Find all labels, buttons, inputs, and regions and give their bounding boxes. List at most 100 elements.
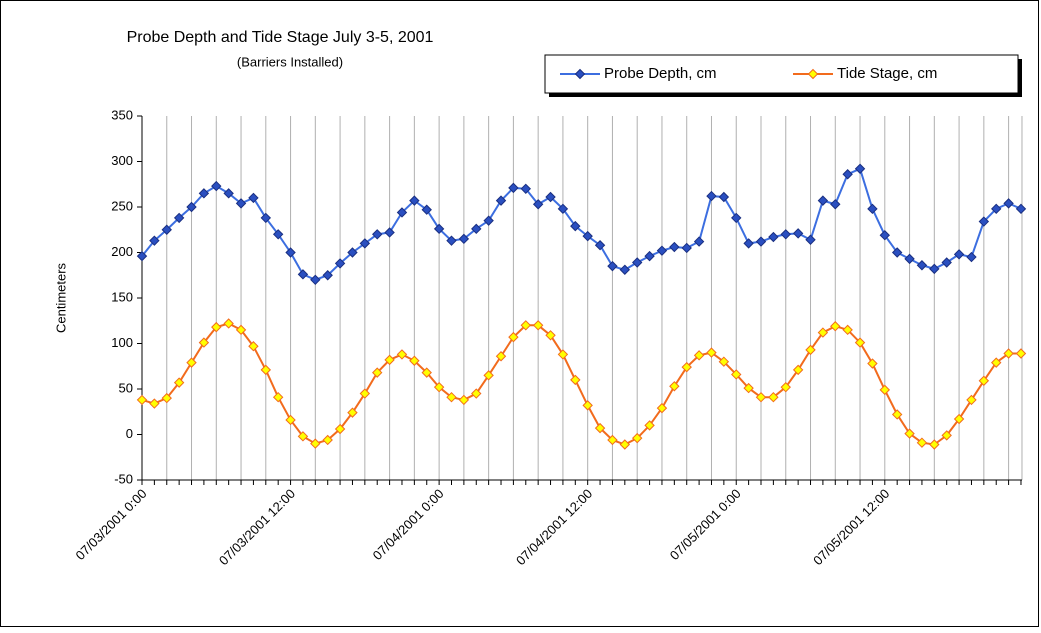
data-point [483, 370, 494, 381]
data-point [211, 180, 222, 192]
data-point [842, 169, 853, 180]
data-point [693, 236, 705, 247]
data-point [1003, 198, 1014, 209]
data-point [619, 439, 631, 450]
data-point [830, 321, 841, 332]
data-point [223, 188, 234, 199]
data-point [594, 240, 606, 251]
data-point [211, 321, 222, 333]
legend-label: Tide Stage, cm [837, 65, 937, 82]
legend-label: Probe Depth, cm [604, 65, 717, 82]
data-point [359, 238, 371, 249]
data-point [334, 258, 346, 269]
legend-box [544, 54, 1019, 94]
data-point [545, 330, 556, 341]
data-point [458, 233, 470, 245]
data-point [929, 263, 940, 275]
data-point [669, 241, 680, 253]
data-point [966, 251, 977, 263]
data-point [854, 163, 866, 174]
data-point [384, 354, 395, 366]
data-point [532, 320, 544, 331]
data-point [235, 198, 247, 209]
data-point [953, 249, 965, 260]
data-point [607, 434, 618, 446]
data-point [136, 250, 148, 262]
data-point [780, 229, 791, 240]
data-point [186, 357, 197, 368]
y-tick-label: 350 [111, 107, 133, 122]
data-point [297, 269, 309, 280]
legend-marker [807, 68, 819, 80]
data-point [780, 381, 791, 393]
data-point [916, 437, 928, 448]
data-point [941, 257, 952, 268]
data-point [607, 260, 618, 272]
data-point [817, 195, 829, 206]
data-point [978, 375, 990, 387]
y-axis-label: Centimeters [53, 262, 68, 333]
data-point [310, 274, 321, 286]
data-point [743, 238, 754, 249]
data-point [508, 182, 519, 194]
data-point [136, 394, 148, 406]
data-point [347, 247, 358, 258]
data-point [458, 394, 470, 406]
y-tick-label: 100 [111, 335, 133, 350]
data-point [347, 407, 358, 418]
data-point [421, 204, 432, 215]
data-point [570, 374, 581, 386]
data-point [446, 235, 457, 246]
data-point [706, 190, 717, 202]
data-point [805, 344, 816, 356]
data-point [396, 207, 408, 218]
data-point [743, 382, 754, 394]
data-point [545, 191, 556, 203]
data-point [718, 191, 730, 203]
data-point [805, 234, 816, 245]
data-point [557, 203, 569, 215]
y-tick-label: 250 [111, 198, 133, 213]
data-point [631, 257, 643, 268]
data-point [706, 347, 717, 358]
data-point [681, 361, 692, 373]
data-point [310, 438, 321, 449]
data-point [792, 228, 804, 239]
data-point [334, 423, 346, 435]
data-point [792, 364, 804, 376]
data-point [891, 247, 903, 258]
data-point [248, 192, 259, 204]
data-point [149, 398, 160, 409]
data-point [272, 229, 284, 240]
data-point [149, 235, 160, 246]
data-point [433, 381, 445, 393]
data-point [941, 430, 952, 441]
data-point [322, 270, 333, 281]
data-point [842, 324, 853, 336]
data-point [272, 391, 284, 403]
data-point [359, 388, 371, 399]
data-point [173, 377, 185, 388]
data-point [594, 422, 606, 434]
data-point [731, 212, 742, 224]
data-point [557, 349, 569, 360]
data-point [916, 260, 928, 271]
data-point [495, 195, 507, 206]
data-point [619, 264, 631, 275]
data-point [656, 402, 668, 414]
data-point [644, 250, 655, 262]
data-point [520, 183, 531, 195]
data-point [198, 337, 210, 348]
data-point [656, 245, 668, 256]
data-point [1003, 348, 1014, 359]
data-point [198, 188, 210, 199]
data-point [372, 229, 383, 240]
data-point [508, 331, 519, 343]
data-point [854, 337, 866, 348]
data-point [867, 358, 878, 369]
data-point [421, 367, 432, 378]
data-point [372, 367, 383, 378]
